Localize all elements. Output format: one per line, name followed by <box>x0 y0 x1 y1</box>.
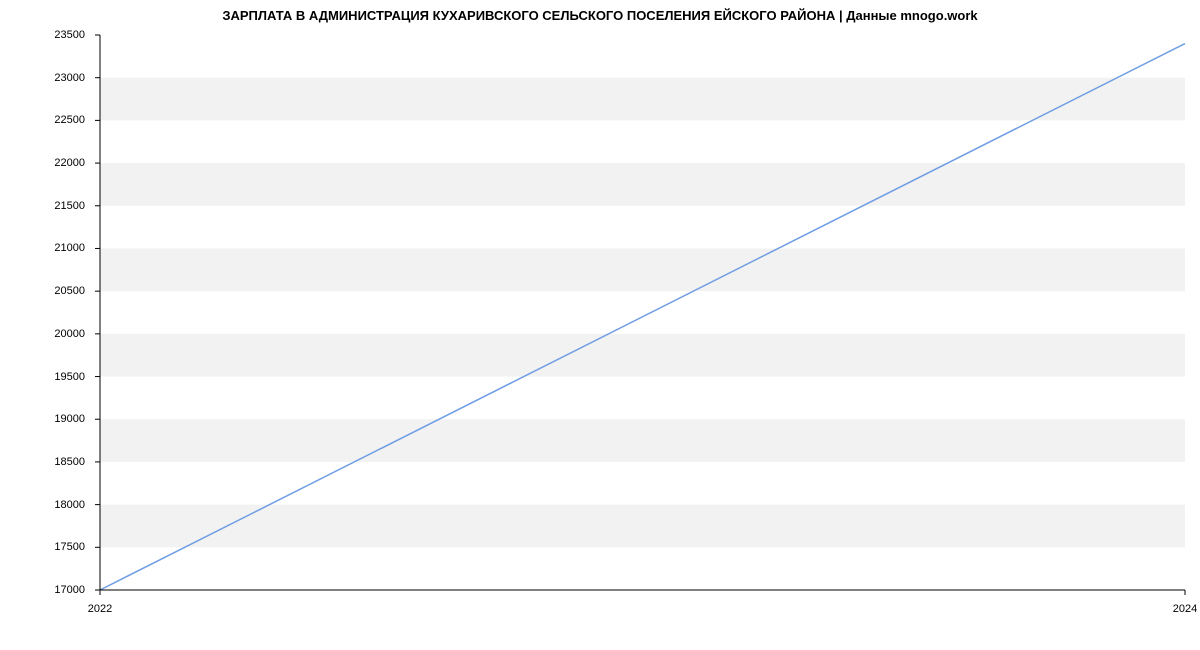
y-tick-label: 17000 <box>54 584 85 596</box>
y-tick-label: 22500 <box>54 114 85 126</box>
salary-line-chart: ЗАРПЛАТА В АДМИНИСТРАЦИЯ КУХАРИВСКОГО СЕ… <box>0 0 1200 650</box>
y-tick-label: 23500 <box>54 29 85 41</box>
y-tick-label: 17500 <box>54 541 85 553</box>
chart-title: ЗАРПЛАТА В АДМИНИСТРАЦИЯ КУХАРИВСКОГО СЕ… <box>0 8 1200 23</box>
y-tick-label: 19000 <box>54 413 85 425</box>
y-tick-label: 20500 <box>54 285 85 297</box>
y-tick-label: 18000 <box>54 499 85 511</box>
x-tick-label: 2022 <box>88 603 112 615</box>
y-tick-label: 21500 <box>54 200 85 212</box>
y-tick-label: 18500 <box>54 456 85 468</box>
y-tick-label: 19500 <box>54 371 85 383</box>
x-tick-label: 2024 <box>1173 603 1197 615</box>
y-tick-label: 20000 <box>54 328 85 340</box>
y-tick-label: 23000 <box>54 72 85 84</box>
y-tick-label: 22000 <box>54 157 85 169</box>
plot-area: 1700017500180001850019000195002000020500… <box>100 35 1185 590</box>
y-tick-label: 21000 <box>54 242 85 254</box>
